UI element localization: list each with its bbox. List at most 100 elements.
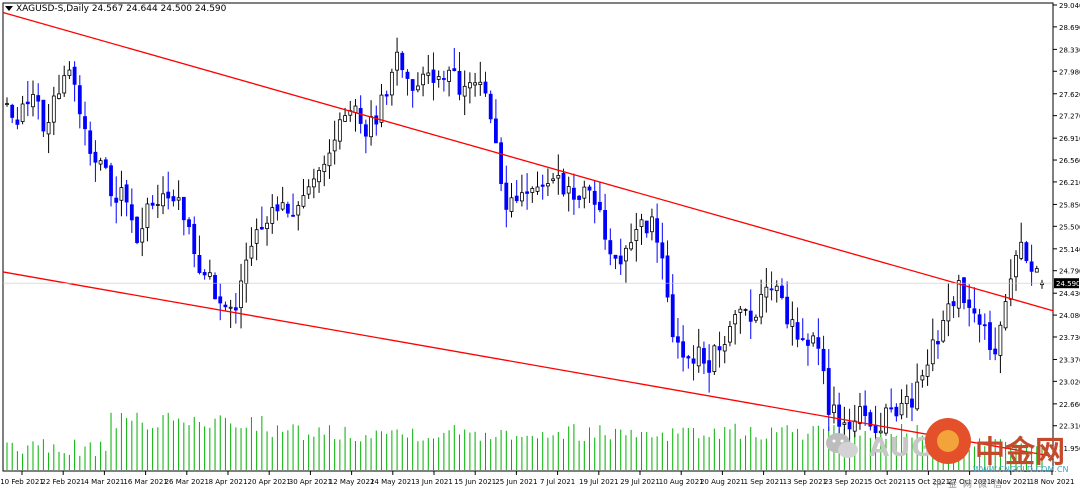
candle-body — [176, 197, 181, 201]
candle-body — [795, 322, 800, 340]
candle-body — [213, 275, 217, 300]
candle-body — [332, 139, 337, 152]
candle-body — [223, 304, 228, 308]
candle-body — [644, 220, 649, 234]
candle-body — [150, 202, 155, 206]
candle-body — [488, 93, 493, 120]
candle-body — [951, 301, 956, 307]
candle-body — [83, 116, 87, 130]
candle-body — [514, 195, 519, 202]
candle-body — [816, 337, 821, 349]
candle-body — [1003, 301, 1008, 329]
candle-body — [327, 152, 332, 167]
cngold-logo — [925, 418, 971, 464]
candle-body — [962, 277, 966, 304]
y-tick-label: 28.690 — [1059, 24, 1080, 32]
candle-body — [457, 70, 462, 95]
candle-body — [202, 272, 207, 276]
candle-body — [660, 242, 665, 259]
candle-body — [925, 364, 930, 377]
candle-body — [993, 348, 998, 355]
candle-body — [676, 336, 680, 343]
candle-body — [483, 81, 488, 94]
candle-body — [25, 101, 30, 105]
candle-body — [790, 319, 795, 327]
candle-body — [181, 196, 186, 221]
candle-body — [577, 195, 582, 200]
candle-body — [936, 341, 940, 345]
candle-body — [733, 314, 738, 325]
candle-body — [436, 76, 441, 80]
candle-body — [155, 204, 160, 206]
candle-body — [702, 348, 706, 364]
candle-body — [10, 104, 15, 118]
candle-body — [114, 197, 119, 203]
candle-body — [530, 188, 535, 193]
candle-body — [899, 402, 904, 416]
candle-body — [389, 71, 394, 96]
candle-body — [400, 52, 405, 71]
candle-body — [166, 191, 171, 199]
candle-body — [77, 85, 82, 115]
candle-body — [1029, 261, 1034, 272]
candle-body — [140, 228, 145, 243]
candle-body — [842, 422, 847, 425]
x-tick-label: 12 May 2021 — [329, 478, 375, 486]
candle-body — [363, 124, 368, 137]
candle-body — [1014, 254, 1018, 278]
candle-body — [447, 69, 451, 82]
x-tick-label: 8 Apr 2021 — [209, 478, 248, 486]
candle-body — [322, 163, 327, 172]
candle-body — [681, 341, 686, 358]
x-tick-label: 15 Oct 2021 — [907, 478, 950, 486]
candle-body — [135, 216, 139, 243]
x-tick-label: 7 Jul 2021 — [540, 478, 575, 486]
candle-body — [67, 69, 72, 77]
x-tick-label: 18 Nov 2021 — [1030, 478, 1075, 486]
candle-body — [311, 178, 316, 188]
candle-body — [504, 182, 509, 210]
x-tick-label: 22 Feb 2021 — [41, 478, 85, 486]
candle-body — [551, 178, 556, 181]
candle-body — [233, 307, 238, 311]
candle-body — [540, 184, 545, 187]
candle-body — [910, 398, 914, 408]
candle-body — [780, 285, 784, 298]
channel-upper-line — [2, 11, 1054, 312]
candle-body — [192, 223, 197, 255]
candle-body — [109, 165, 113, 197]
candle-body — [717, 346, 722, 351]
symbol-header: XAGUSD-S,Daily 24.567 24.644 24.500 24.5… — [5, 4, 226, 14]
dropdown-triangle-icon — [5, 6, 13, 11]
watermark-text: AUG — [869, 433, 934, 463]
x-tick-label: 20 Aug 2021 — [700, 478, 745, 486]
x-tick-label: 10 Feb 2021 — [0, 478, 44, 486]
candle-body — [452, 68, 457, 72]
candle-body — [228, 306, 233, 309]
candle-body — [5, 103, 9, 105]
x-tick-label: 13 Sep 2021 — [783, 478, 827, 486]
candle-body — [624, 247, 628, 262]
candle-body — [904, 396, 909, 405]
candle-body — [967, 299, 972, 308]
x-tick-label: 5 Oct 2021 — [868, 478, 907, 486]
candle-body — [421, 73, 425, 86]
candle-body — [561, 172, 566, 195]
y-tick-label: 22.310 — [1059, 423, 1080, 431]
wechat-icon — [826, 433, 858, 458]
y-tick-label: 24.790 — [1059, 268, 1080, 276]
x-tick-label: 26 Mar 2021 — [165, 478, 209, 486]
candle-body — [894, 406, 899, 417]
y-tick-label: 23.370 — [1059, 356, 1080, 364]
y-tick-label: 28.330 — [1059, 46, 1080, 54]
candle-body — [88, 130, 93, 154]
symbol-line: XAGUSD-S,Daily 24.567 24.644 24.500 24.5… — [16, 4, 227, 14]
y-tick-label: 29.040 — [1059, 2, 1080, 10]
candle-body — [946, 303, 951, 322]
candle-body — [754, 316, 758, 321]
x-tick-label: 30 Apr 2021 — [289, 478, 332, 486]
y-tick-label: 22.660 — [1059, 401, 1080, 409]
x-tick-label: 10 Aug 2021 — [659, 478, 704, 486]
y-tick-label: 26.210 — [1059, 179, 1080, 187]
